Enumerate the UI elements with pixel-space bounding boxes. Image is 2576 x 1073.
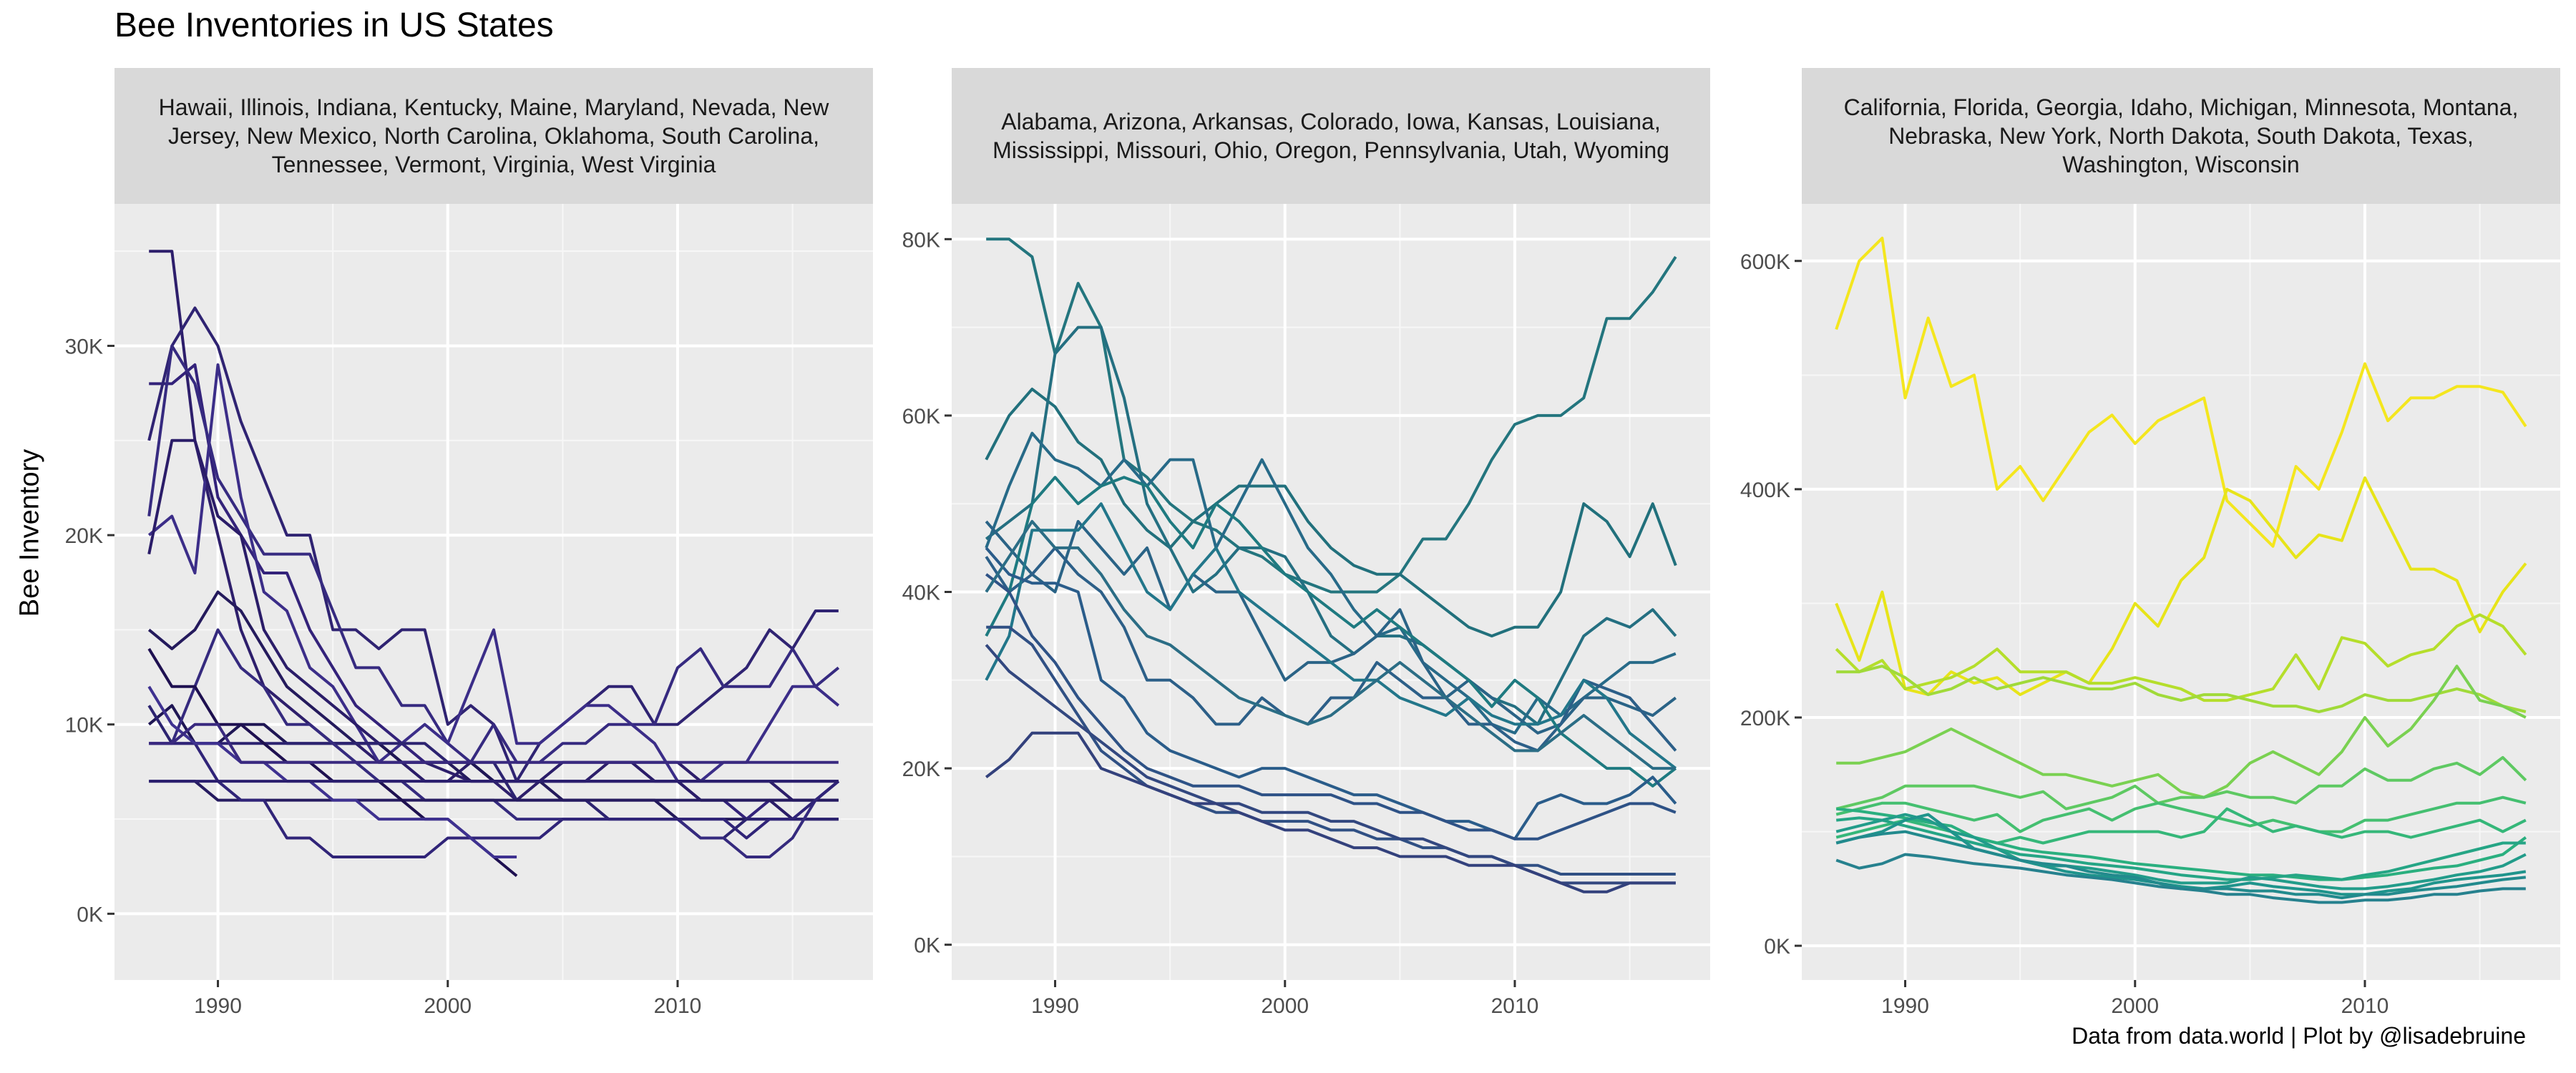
- y-tick-label: 30K: [65, 335, 103, 358]
- facet-strip-2: Alabama, Arizona, Arkansas, Colorado, Io…: [952, 68, 1710, 204]
- x-tick-label: 1990: [1881, 994, 1929, 1018]
- chart-caption: Data from data.world | Plot by @lisadebr…: [2072, 1023, 2526, 1049]
- plot-area-3: 1990 2000 2010 0K 200K 400K 600K: [1740, 204, 2560, 1018]
- series-line-3: [1835, 613, 2527, 702]
- series-line-13: [985, 731, 1676, 893]
- series-line-6: [1835, 755, 2527, 810]
- x-tick-label: 2010: [654, 994, 702, 1018]
- plot-svg-3: 1990 2000 2010 0K 200K 400K 600K: [1740, 204, 2560, 1018]
- y-tick-label: 20K: [902, 758, 940, 781]
- series-line-14: [147, 685, 517, 858]
- plot-area-1: 1990 2000 2010 0K 10K 20K 30K: [65, 204, 873, 1018]
- y-tick-label: 0K: [914, 934, 940, 958]
- x-tick-label: 2010: [1491, 994, 1539, 1018]
- series-line-10: [1836, 816, 2526, 881]
- series-line-4: [1836, 665, 2527, 713]
- plot-area-2: 1990 2000 2010 0K 20K 40K 60K 80K: [902, 204, 1710, 1018]
- y-tick-label: 200K: [1740, 707, 1790, 730]
- y-axis-label: Bee Inventory: [14, 449, 45, 617]
- series-line-4: [147, 344, 840, 764]
- series-line-12: [149, 742, 840, 858]
- y-tick-label: 600K: [1740, 250, 1790, 274]
- y-tick-label: 40K: [902, 582, 940, 605]
- y-tick-label: 80K: [902, 228, 940, 252]
- facet-panel-3: California, Florida, Georgia, Idaho, Mic…: [1740, 68, 2560, 1018]
- series-line-14: [985, 519, 1676, 770]
- plot-svg-1: 1990 2000 2010 0K 10K 20K 30K: [65, 204, 873, 1018]
- x-tick-label: 1990: [194, 994, 242, 1018]
- panel-background: [114, 204, 873, 980]
- facet-panel-2: Alabama, Arizona, Arkansas, Colorado, Io…: [902, 68, 1710, 1018]
- x-tick-label: 2000: [2111, 994, 2159, 1018]
- series-line-2: [985, 387, 1677, 638]
- series-line-8: [985, 502, 1677, 770]
- series-line-2: [1835, 476, 2527, 697]
- y-tick-label: 20K: [65, 524, 103, 548]
- panel-background: [1802, 204, 2560, 980]
- y-tick-label: 0K: [77, 903, 103, 926]
- facet-label-1: Hawaii, Illinois, Indiana, Kentucky, Mai…: [158, 94, 829, 177]
- series-line-6: [985, 546, 1677, 753]
- facet-panel-1: Hawaii, Illinois, Indiana, Kentucky, Mai…: [65, 68, 873, 1018]
- series-line-11: [986, 625, 1676, 876]
- x-tick-label: 2010: [2341, 994, 2389, 1018]
- y-tick-label: 400K: [1740, 479, 1790, 502]
- facet-label-3: California, Florida, Georgia, Idaho, Mic…: [1843, 94, 2519, 177]
- y-tick-label: 10K: [65, 714, 103, 738]
- series-line-12: [1835, 813, 2527, 896]
- series-line-10: [985, 573, 1677, 841]
- series-line-5: [1836, 665, 2527, 799]
- x-tick-label: 2000: [1261, 994, 1309, 1018]
- x-tick-label: 1990: [1031, 994, 1079, 1018]
- series-line-9: [1836, 807, 2527, 881]
- series-line-1: [1835, 236, 2527, 548]
- plot-svg-2: 1990 2000 2010 0K 20K 40K 60K 80K: [902, 204, 1710, 1018]
- series-line-3: [985, 325, 1677, 726]
- y-tick-label: 60K: [902, 405, 940, 428]
- chart-title: Bee Inventories in US States: [114, 6, 554, 44]
- facet-strip-3: California, Florida, Georgia, Idaho, Mic…: [1802, 68, 2560, 204]
- y-tick-label: 0K: [1764, 935, 1790, 959]
- facet-label-2: Alabama, Arizona, Arkansas, Colorado, Io…: [992, 109, 1669, 163]
- series-line-7: [1835, 795, 2527, 833]
- series-line-16: [149, 722, 839, 764]
- x-tick-label: 2000: [424, 994, 472, 1018]
- series-line-14: [1835, 853, 2526, 904]
- series-line-9: [985, 547, 1677, 841]
- facet-strip-1: Hawaii, Illinois, Indiana, Kentucky, Mai…: [114, 68, 873, 204]
